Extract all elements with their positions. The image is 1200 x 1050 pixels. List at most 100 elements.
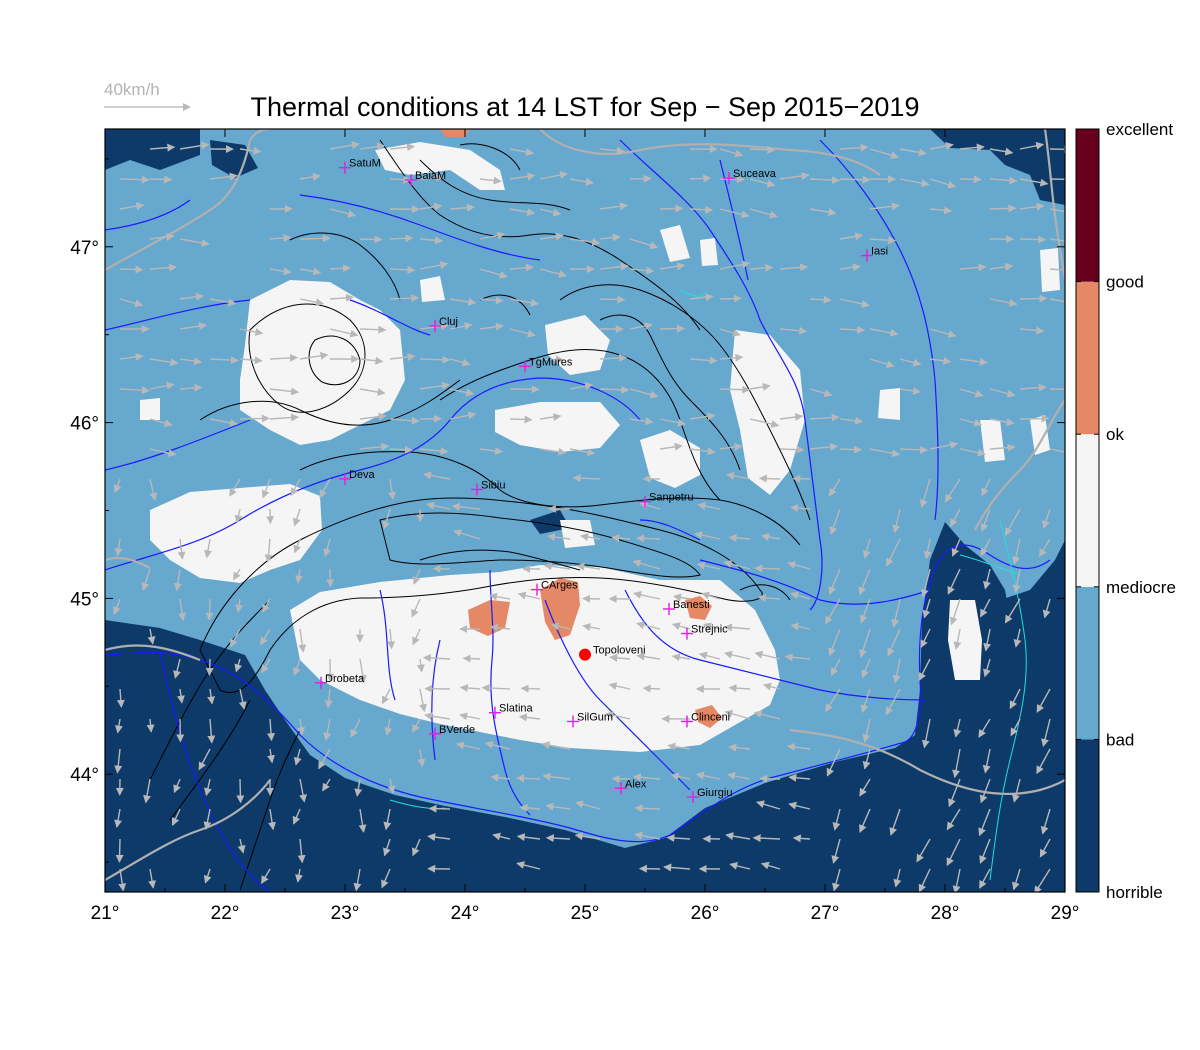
wind-arrow	[422, 471, 451, 480]
wind-arrow	[519, 803, 541, 812]
wind-arrow	[832, 808, 841, 831]
wind-arrow	[891, 598, 901, 628]
wind-arrow	[449, 297, 477, 306]
wind-arrow	[383, 808, 392, 831]
city-label: TgMures	[529, 356, 573, 368]
wind-arrow	[959, 418, 983, 427]
wind-arrow	[359, 412, 387, 421]
wind-arrow	[141, 568, 151, 591]
wind-arrow	[239, 146, 262, 155]
city-giurgiu: Giurgiu	[687, 787, 732, 804]
wind-arrow	[389, 265, 416, 274]
wind-arrow	[261, 478, 271, 499]
wind-arrow	[205, 598, 214, 621]
wind-arrow	[953, 718, 962, 738]
wind-arrow	[389, 294, 420, 303]
wind-arrow	[462, 654, 481, 663]
wind-arrow	[889, 808, 901, 836]
wind-arrow	[545, 834, 571, 843]
wind-arrow	[719, 260, 751, 270]
wind-arrow	[786, 743, 811, 751]
wind-arrow	[832, 868, 841, 892]
wind-arrow	[779, 445, 805, 454]
wind-arrow	[757, 593, 781, 602]
wind-arrow	[451, 502, 481, 511]
city-silgum: SilGum	[567, 711, 613, 728]
wind-arrow	[203, 778, 212, 797]
wind-arrow	[384, 718, 393, 736]
city-deva: Deva	[339, 469, 376, 485]
wind-arrow	[383, 838, 391, 857]
wind-arrow	[479, 446, 504, 455]
wind-arrow	[920, 628, 931, 649]
wind-arrow	[959, 143, 985, 152]
wind-arrow	[869, 148, 900, 160]
wind-arrow	[575, 800, 601, 810]
wind-arrow	[541, 741, 571, 750]
wind-arrow	[728, 684, 751, 693]
wind-arrow	[173, 778, 181, 794]
y-tick-label: 47°	[70, 238, 99, 259]
wind-arrow	[490, 773, 511, 782]
city-label: Iasi	[871, 246, 888, 258]
wind-arrow	[449, 322, 473, 330]
wind-arrow	[179, 238, 210, 247]
city-cluj: Cluj	[429, 316, 458, 332]
wind-arrow	[516, 833, 541, 842]
wind-arrow	[809, 295, 832, 304]
wind-arrow	[749, 382, 771, 391]
wind-arrow	[234, 658, 243, 673]
wind-arrow	[422, 653, 451, 662]
wind-arrow	[427, 833, 451, 842]
wind-arrow	[539, 208, 562, 217]
wind-arrow	[636, 652, 661, 661]
wind-arrow	[719, 353, 744, 362]
city-drobeta: Drobeta	[315, 673, 365, 689]
wind-arrow	[389, 234, 414, 243]
wind-arrow	[582, 623, 601, 631]
wind-arrow	[788, 773, 811, 782]
wind-arrow	[729, 861, 751, 870]
wind-arrow	[629, 266, 655, 275]
wind-arrow	[449, 203, 475, 212]
wind-arrow	[449, 388, 475, 397]
city-satum: SatuM	[339, 158, 381, 174]
wind-arrow	[453, 529, 481, 540]
wind-arrow	[292, 508, 301, 527]
city-label: Strejnic	[691, 624, 728, 636]
wind-arrow	[899, 445, 929, 454]
wind-arrow	[509, 415, 533, 424]
city-label: SilGum	[577, 711, 613, 723]
wind-arrow	[839, 263, 861, 272]
wind-arrow	[173, 658, 181, 679]
wind-arrow	[412, 838, 421, 857]
wind-arrow	[489, 592, 511, 601]
wind-arrow	[267, 748, 275, 764]
wind-arrow	[323, 718, 332, 741]
wind-arrow	[267, 718, 275, 742]
wind-arrow	[599, 146, 625, 155]
wind-arrow	[636, 621, 661, 630]
wind-arrow	[1034, 868, 1051, 892]
wind-arrow	[116, 688, 125, 708]
wind-arrow	[292, 658, 301, 676]
wind-arrow	[229, 478, 241, 497]
wind-arrow	[209, 298, 237, 307]
wind-arrow	[983, 568, 991, 590]
wind-arrow	[412, 568, 421, 585]
wind-arrow	[299, 172, 321, 181]
city-label: Sibiu	[481, 479, 505, 491]
wind-arrow	[809, 413, 840, 422]
wind-arrow	[459, 712, 481, 721]
x-tick-label: 21°	[91, 903, 120, 924]
wind-arrow	[869, 236, 897, 245]
wind-arrow	[1036, 688, 1051, 713]
wind-arrow	[114, 538, 123, 557]
x-tick-label: 28°	[931, 903, 960, 924]
wind-arrow	[292, 808, 301, 825]
wind-arrow	[381, 868, 391, 889]
wind-arrow	[981, 478, 991, 497]
wind-arrow	[269, 413, 300, 422]
city-tgmures: TgMures	[519, 356, 573, 373]
wind-arrow	[424, 712, 451, 721]
